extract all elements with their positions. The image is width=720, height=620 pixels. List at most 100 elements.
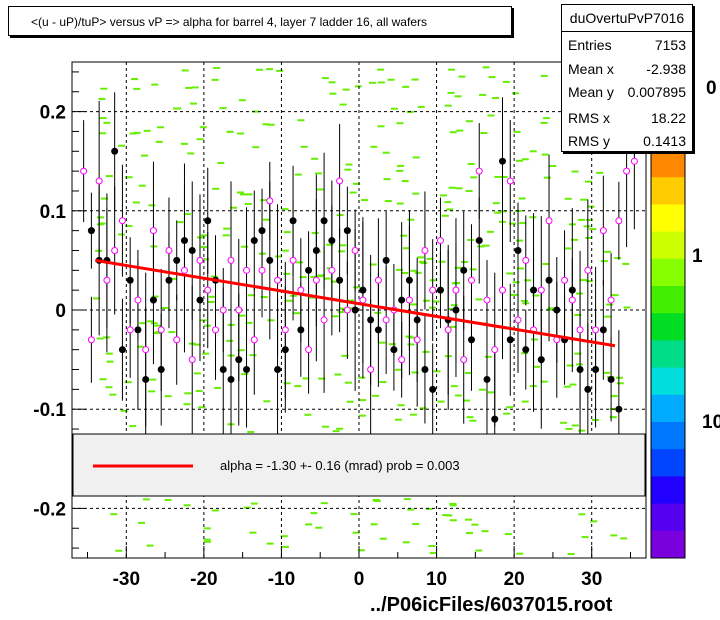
background-cell [151, 295, 159, 298]
black-point [405, 276, 413, 284]
background-cell [142, 498, 150, 501]
background-cell [99, 132, 107, 135]
black-point [343, 227, 351, 235]
background-cell [98, 222, 106, 225]
background-cell [609, 416, 617, 419]
background-cell [506, 272, 514, 275]
background-cell [412, 192, 420, 195]
background-cell [120, 409, 128, 412]
background-cell [549, 164, 557, 167]
background-cell [130, 78, 138, 81]
background-cell [479, 93, 487, 96]
black-point [165, 276, 173, 284]
background-cell [238, 314, 246, 317]
palette-swatch [651, 367, 685, 396]
black-point [196, 296, 204, 304]
x-tick-labels: -30 -20 -10 0 10 20 30 [113, 569, 603, 590]
background-cell [469, 419, 477, 422]
palette-swatch [651, 394, 685, 423]
open-point [235, 306, 243, 314]
title-box: <(u - uP)/tuP> versus vP => alpha for ba… [8, 6, 512, 36]
background-cell [154, 324, 162, 327]
background-cell [109, 393, 117, 396]
palette-label-1: 1 [692, 246, 703, 267]
background-cell [478, 388, 486, 391]
background-cell [585, 218, 593, 221]
black-point [173, 256, 181, 264]
black-point [281, 346, 289, 354]
y-tick-label: 0.1 [40, 202, 67, 223]
palette-swatch [651, 204, 685, 233]
background-cell [266, 542, 274, 545]
background-cell [161, 306, 169, 309]
black-point [599, 326, 607, 334]
background-cell [529, 150, 537, 153]
background-cell [328, 81, 336, 84]
background-cell [129, 425, 137, 428]
open-point [615, 217, 623, 225]
background-cell [429, 551, 437, 554]
background-cell [296, 261, 304, 264]
background-cell [283, 382, 291, 385]
black-point [390, 346, 398, 354]
open-point [452, 286, 460, 294]
background-cell [374, 311, 382, 314]
background-cell [494, 175, 502, 178]
background-cell [336, 427, 344, 430]
background-cell [469, 268, 477, 271]
background-cell [189, 102, 197, 105]
background-cell [100, 87, 108, 90]
background-cell [417, 256, 425, 259]
background-cell [409, 303, 417, 306]
background-cell [414, 271, 422, 274]
background-cell [577, 218, 585, 221]
background-cell [449, 325, 457, 328]
open-point [630, 157, 638, 165]
x-tick-label: -10 [268, 569, 295, 590]
background-cell [124, 381, 132, 384]
open-point [467, 276, 475, 284]
background-cell [411, 78, 419, 81]
background-cell [198, 406, 206, 409]
background-cell [563, 385, 571, 388]
y-tick-label: -0.1 [33, 400, 66, 421]
color-palette [650, 149, 686, 559]
stat-value: 7153 [654, 37, 686, 53]
background-cell [125, 176, 133, 179]
background-cell [394, 418, 402, 421]
background-cell [445, 514, 453, 517]
background-cell [203, 538, 211, 541]
background-cell [372, 498, 380, 501]
x-tick-label: 30 [581, 569, 602, 590]
black-point [374, 326, 382, 334]
background-cell [402, 247, 410, 250]
black-point [312, 246, 320, 254]
background-cell [564, 197, 572, 200]
background-cell [494, 211, 502, 214]
background-cell [402, 85, 410, 88]
open-point [227, 256, 235, 264]
open-point [343, 306, 351, 314]
background-cell [297, 119, 305, 122]
background-cell [513, 130, 521, 133]
black-point [421, 366, 429, 374]
background-cell [492, 202, 500, 205]
background-cell [200, 246, 208, 249]
background-cell [530, 338, 538, 341]
black-point [219, 366, 227, 374]
background-cell [465, 190, 473, 193]
background-cell [540, 122, 548, 125]
black-point [491, 415, 499, 423]
background-cell [410, 269, 418, 272]
open-point [584, 266, 592, 274]
background-cell [449, 519, 457, 522]
background-cell [214, 386, 222, 389]
open-point [374, 276, 382, 284]
background-cell [417, 105, 425, 108]
background-cell [260, 199, 268, 202]
open-point [118, 217, 126, 225]
background-cell [377, 125, 385, 128]
background-cell [448, 308, 456, 311]
open-point [444, 326, 452, 334]
black-point [320, 217, 328, 225]
